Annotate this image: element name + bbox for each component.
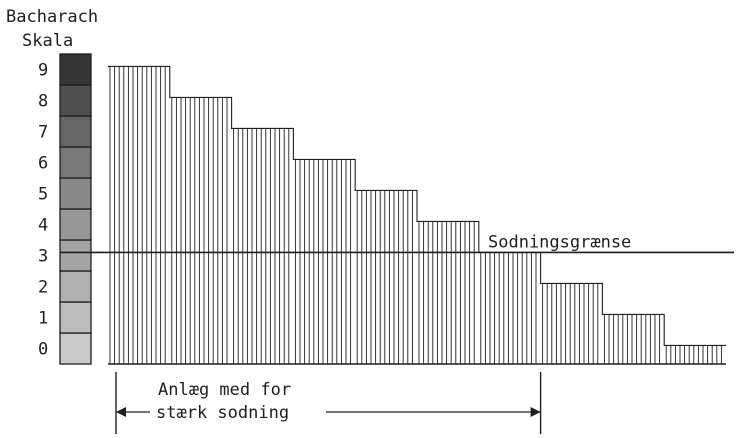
scale-cell-1 [59,301,92,334]
step-outlines [108,65,726,365]
bar-step-5 [356,190,413,364]
scale-cell-8 [59,84,92,117]
scale-tick-5: 5 [38,185,48,205]
annotation-bracket [115,372,542,434]
scale-title-line-1: Bacharach [6,7,98,27]
scale-tick-6: 6 [38,154,48,174]
scale-tick-3: 3 [38,247,48,267]
annotation-line-1: Anlæg med for [158,380,291,400]
scale-cell-7 [59,115,92,148]
annotation-line-2: stærk sodning [156,403,289,423]
annotation-arrowhead-left [116,407,126,417]
scale-tick-9: 9 [38,61,48,81]
bar-step-3 [233,128,290,364]
scale-tick-8: 8 [38,92,48,112]
scale-cell-9 [59,53,92,86]
scale-tick-2: 2 [38,278,48,298]
bar-step-7 [480,252,537,364]
annotation-arrowhead-right [530,407,541,417]
scale-cell-4 [59,208,92,241]
scale-tick-1: 1 [38,309,48,329]
bar-step-6 [418,221,475,364]
scale-cell-5 [59,177,92,210]
bacharach-scale-column [59,53,92,365]
scale-title-line-2: Skala [22,31,73,51]
bar-hatching [109,66,722,364]
bar-step-9 [603,314,661,364]
scale-tick-labels: 0 1 2 3 4 5 6 7 8 9 [38,61,48,360]
scale-tick-7: 7 [38,123,48,143]
bar-step-2 [171,97,228,364]
scale-cell-3 [59,239,92,272]
bar-step-8 [542,283,599,364]
scale-cell-2 [59,270,92,303]
scale-tick-4: 4 [38,216,48,236]
bar-step-1 [109,66,166,364]
scale-tick-0: 0 [38,340,48,360]
bar-step-4 [294,159,352,364]
scale-cell-6 [59,146,92,179]
scale-cell-0 [59,332,92,365]
bar-step-10 [665,345,722,364]
step-outline [108,65,726,346]
threshold-label: Sodningsgrænse [488,232,631,252]
